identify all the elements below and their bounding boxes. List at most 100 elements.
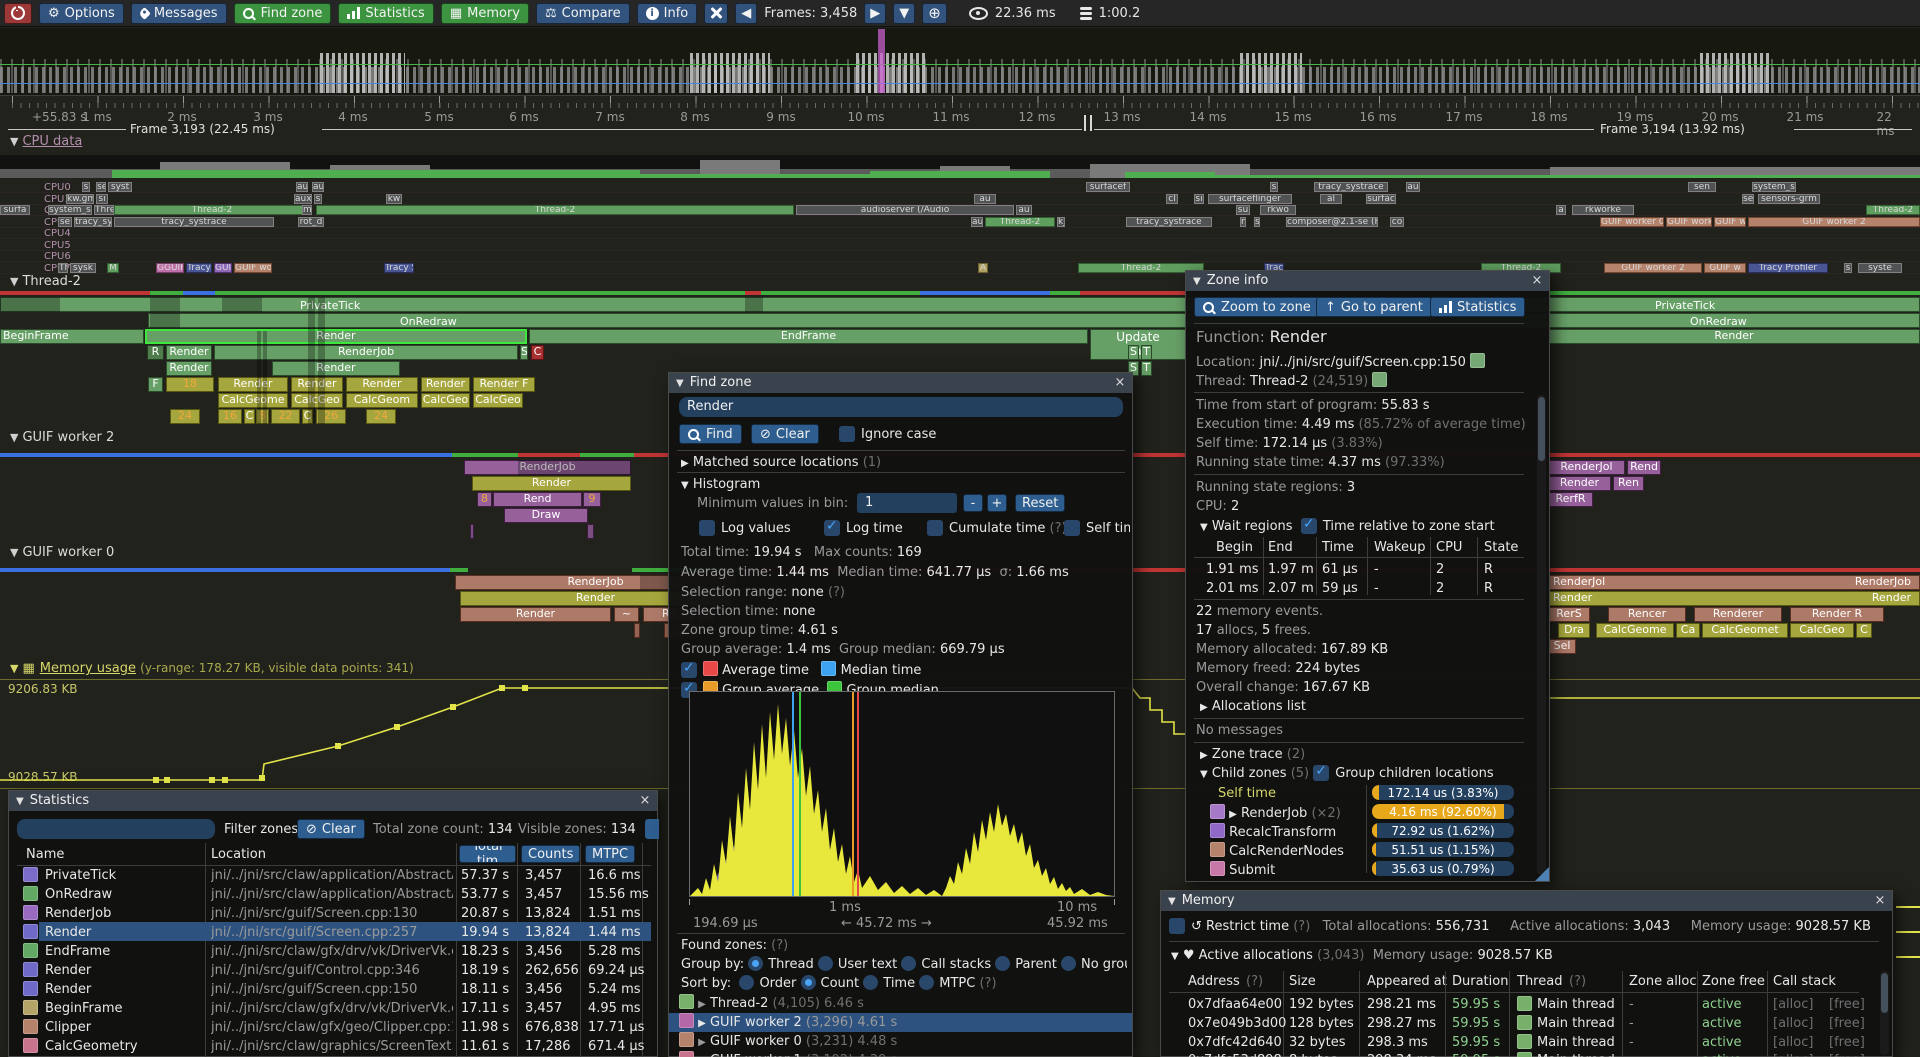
memory-usage-header[interactable]: ▼ ▦ Memory usage (y-range: 178.27 KB, visi…: [10, 661, 414, 676]
thread2-header[interactable]: ▼ Thread-2: [10, 274, 81, 289]
child-zones-section[interactable]: ▼ Child zones (5) Group children locatio…: [1200, 763, 1494, 783]
table-row[interactable]: PrivateTick jni/../jni/src/claw/applicati…: [9, 867, 659, 885]
zone-render[interactable]: Render: [291, 377, 343, 392]
table-row[interactable]: Render jni/../jni/src/guif/Control.cpp:34…: [9, 962, 659, 980]
col-call-stack[interactable]: Call stack: [1773, 974, 1836, 989]
col-address[interactable]: Address: [1188, 974, 1240, 989]
frame-time-graph[interactable]: [0, 28, 1920, 96]
clear-filter-button[interactable]: ⊘ Clear: [297, 819, 365, 839]
zone[interactable]: C: [531, 345, 544, 360]
zone[interactable]: Ca: [1676, 623, 1700, 638]
zone[interactable]: RerfR: [1548, 492, 1593, 507]
find-zone-query-input[interactable]: Render: [679, 397, 1123, 417]
col-zone-free[interactable]: Zone free: [1702, 974, 1765, 989]
cpu-zone[interactable]: Tracy: [186, 263, 212, 273]
zone[interactable]: 9: [583, 492, 601, 507]
scrollbar[interactable]: [1537, 395, 1546, 875]
memory-button[interactable]: ▦ Memory: [440, 2, 529, 24]
cpu-zone[interactable]: composer@2.1-se (Hw: [1286, 217, 1378, 227]
cpu-zone[interactable]: au: [974, 194, 996, 204]
log-values-checkbox[interactable]: [699, 520, 715, 536]
cpu-zone[interactable]: m: [302, 205, 312, 215]
zone[interactable]: Sel: [1548, 639, 1576, 654]
frame-3193-label[interactable]: Frame 3,193 (22.45 ms): [130, 122, 275, 136]
find-zone-histogram[interactable]: [689, 691, 1115, 897]
guif-worker2-header[interactable]: ▼ GUIF worker 2: [10, 430, 115, 445]
zone[interactable]: CalcGeomet: [1702, 623, 1788, 638]
zone[interactable]: Render: [1548, 476, 1611, 491]
cpu-zone[interactable]: GUIF work: [1666, 217, 1712, 227]
cpu-data-header[interactable]: ▼ CPU data: [10, 134, 83, 149]
find-button[interactable]: Find: [679, 424, 742, 444]
zone[interactable]: ~: [614, 607, 639, 622]
log-time-checkbox[interactable]: [824, 518, 840, 536]
cpu-zone[interactable]: rkwo: [1260, 205, 1296, 215]
zone[interactable]: 16: [218, 409, 242, 424]
cpu-zone[interactable]: surfaceflinger: [1208, 194, 1292, 204]
cpu-zone[interactable]: se: [96, 182, 106, 192]
zone-render[interactable]: Render: [346, 377, 418, 392]
cpu-zone[interactable]: al: [1320, 194, 1342, 204]
cpu-zone[interactable]: s: [1844, 263, 1852, 273]
zone[interactable]: Renderer: [1694, 607, 1782, 622]
memory-usage-line[interactable]: [0, 676, 1920, 792]
group-none-radio[interactable]: [1061, 956, 1076, 971]
allocations-list-section[interactable]: ▶ Allocations list: [1200, 699, 1306, 714]
info-button[interactable]: i Info: [636, 2, 698, 24]
self-time-checkbox[interactable]: [1064, 520, 1080, 536]
messages-button[interactable]: Messages: [130, 2, 227, 24]
col-time[interactable]: Time: [1322, 540, 1354, 555]
zone-render-selected[interactable]: Render: [145, 329, 527, 344]
cpu-zone[interactable]: sen: [1688, 182, 1716, 192]
cpu-zone[interactable]: GUIF worker 2: [1604, 263, 1702, 273]
scrollbar-thumb[interactable]: [1881, 973, 1888, 1013]
zone-render[interactable]: Render: [421, 377, 470, 392]
resize-grip[interactable]: [1535, 867, 1549, 881]
zone-location[interactable]: jni/../jni/src/guif/Screen.cpp:150: [1259, 355, 1466, 370]
cpu-zone[interactable]: si: [1194, 194, 1204, 204]
table-row[interactable]: RenderJob jni/../jni/src/guif/Screen.cpp:…: [9, 905, 659, 923]
cpu-zone[interactable]: kw: [386, 194, 402, 204]
zone-thread[interactable]: Thread-2: [1249, 374, 1309, 389]
memory-titlebar[interactable]: ▼ Memory: [1161, 891, 1892, 911]
table-row[interactable]: Clipper jni/../jni/src/claw/gfx/geo/Clipp…: [9, 1019, 659, 1037]
found-zone-row[interactable]: ▶ GUIF worker 0 (3,231) 4.48 s: [669, 1032, 1132, 1051]
zone-draw[interactable]: Draw: [504, 508, 588, 523]
cpu-zone[interactable]: au: [296, 182, 308, 192]
zone-info-titlebar[interactable]: ▼ Zone info: [1186, 271, 1549, 291]
cpu-zone[interactable]: kw.gm: [66, 194, 94, 204]
cpu-zone[interactable]: Tracy S: [384, 263, 414, 273]
group-callstacks-radio[interactable]: [901, 956, 917, 971]
ignore-case-checkbox[interactable]: [839, 426, 855, 442]
partial-button[interactable]: [645, 819, 659, 839]
scrollbar-thumb[interactable]: [1538, 397, 1545, 461]
cpu-zone[interactable]: s: [314, 194, 322, 204]
cpu-zone[interactable]: co: [1390, 217, 1404, 227]
relative-time-checkbox[interactable]: [1300, 516, 1317, 534]
zone[interactable]: S: [1128, 361, 1139, 376]
sort-mtpc-button[interactable]: MTPC: [585, 845, 636, 863]
zone-calc-geometry[interactable]: CalcGeo: [291, 393, 343, 408]
increase-button[interactable]: +: [987, 494, 1007, 512]
cpu-zone[interactable]: rkworke: [1572, 205, 1634, 215]
zone-trace-section[interactable]: ▶ Zone trace (2): [1200, 747, 1306, 762]
child-zone-row[interactable]: CalcRenderNodes: [1210, 842, 1365, 860]
cpu-zone[interactable]: Thre: [94, 205, 114, 215]
zone-calc-geometry[interactable]: CalcGeom: [346, 393, 418, 408]
zone[interactable]: [470, 524, 474, 539]
zone[interactable]: 24: [366, 409, 396, 424]
cpu-zone[interactable]: audioserver (/Audio: [796, 205, 1014, 215]
selected-frame-marker[interactable]: [878, 29, 885, 93]
clear-button[interactable]: ⊘ Clear: [751, 424, 819, 444]
zone-calc-geometry[interactable]: CalcGeome: [218, 393, 288, 408]
cpu-zone[interactable]: s: [1270, 182, 1278, 192]
group-parent-radio[interactable]: [995, 956, 1011, 971]
cpu-zone[interactable]: n: [1240, 217, 1246, 227]
close-icon[interactable]: ×: [1531, 273, 1543, 288]
col-location[interactable]: Location: [211, 847, 266, 862]
zone[interactable]: [634, 623, 640, 638]
zone[interactable]: T: [1141, 345, 1152, 360]
active-allocations-section[interactable]: ▼ ♥ Active allocations (3,043) Memory us…: [1171, 948, 1553, 963]
zone[interactable]: C: [302, 409, 313, 424]
zone[interactable]: Ren: [1613, 476, 1644, 491]
